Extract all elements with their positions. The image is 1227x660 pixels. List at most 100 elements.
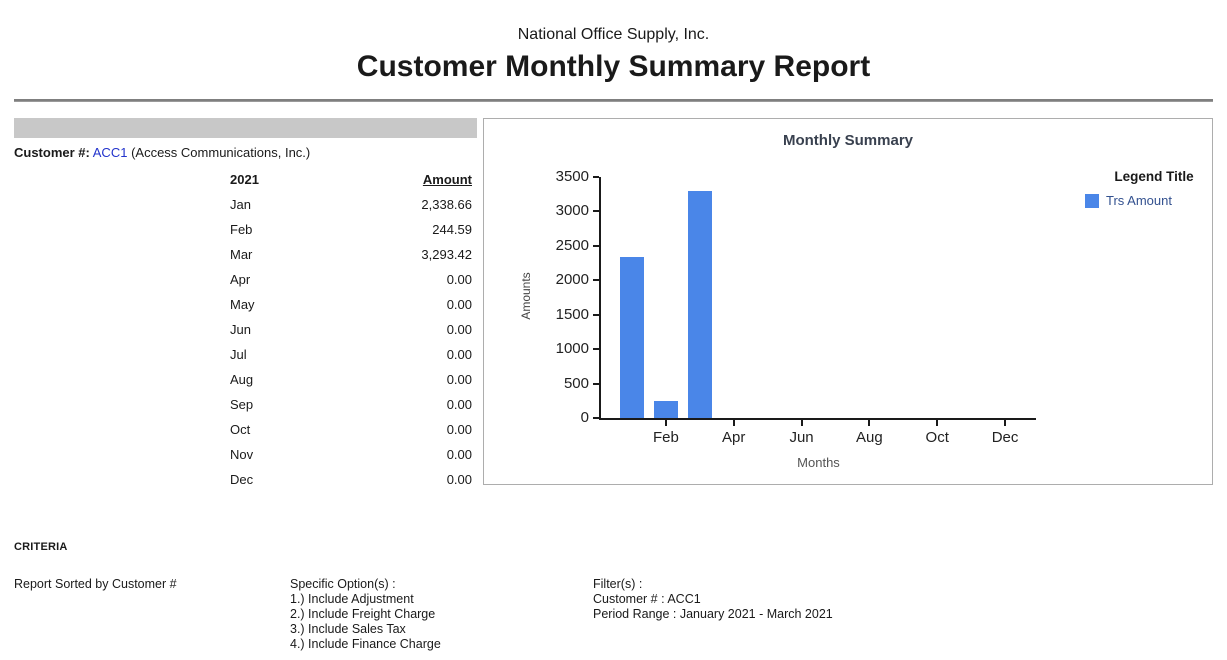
y-axis-title: Amounts bbox=[519, 272, 533, 320]
y-axis-tick bbox=[593, 313, 599, 316]
month-label: Apr bbox=[230, 272, 251, 287]
y-axis-tick bbox=[593, 279, 599, 282]
month-label: Mar bbox=[230, 247, 253, 262]
y-axis-tick-label: 3500 bbox=[555, 168, 589, 185]
amount-table: 2021 Amount Jan 2,338.66 Feb 244.59 Mar 3,293… bbox=[230, 167, 472, 492]
y-axis-tick bbox=[593, 417, 599, 419]
table-row: Sep 0.00 bbox=[230, 392, 472, 417]
table-row: Apr 0.00 bbox=[230, 267, 472, 292]
table-row: May 0.00 bbox=[230, 292, 472, 317]
bar-jan bbox=[619, 257, 644, 418]
month-label: May bbox=[230, 297, 255, 312]
amount-value: 0.00 bbox=[446, 272, 472, 287]
x-axis-tick-label: Oct bbox=[925, 429, 949, 446]
month-label: Nov bbox=[230, 447, 254, 462]
table-row: Oct 0.00 bbox=[230, 417, 472, 442]
chart-title: Monthly Summary bbox=[782, 132, 914, 149]
specific-options-section: Specific Option(s) : 1.) Include Adjustm… bbox=[290, 577, 441, 652]
amount-table-body: Jan 2,338.66 Feb 244.59 Mar 3,293.42 Apr 0.00 Ma… bbox=[230, 192, 472, 492]
month-label: Jun bbox=[230, 322, 251, 337]
chart-panel: Monthly Summary Amounts 0 500 1000 1500 2000… bbox=[483, 118, 1213, 485]
filter-item: Customer # : ACC1 bbox=[593, 592, 701, 606]
x-axis-tick bbox=[1004, 420, 1007, 426]
legend-swatch-icon bbox=[1085, 193, 1099, 208]
table-row: Jan 2,338.66 bbox=[230, 192, 472, 217]
legend-label: Trs Amount bbox=[1106, 193, 1172, 208]
table-row: Dec 0.00 bbox=[230, 467, 472, 492]
x-axis-tick bbox=[664, 420, 667, 426]
x-axis-tick bbox=[868, 420, 871, 426]
table-row: Aug 0.00 bbox=[230, 367, 472, 392]
x-axis-tick bbox=[936, 420, 939, 426]
amount-table-header: 2021 Amount bbox=[230, 167, 472, 192]
specific-options-list: 1.) Include Adjustment 2.) Include Freigh… bbox=[290, 592, 441, 652]
month-label: Oct bbox=[230, 422, 251, 437]
x-axis-tick-label: Feb bbox=[652, 429, 679, 446]
chart-legend: Legend Title Trs Amount bbox=[1069, 169, 1227, 208]
company-name: National Office Supply, Inc. bbox=[517, 26, 710, 43]
x-axis-tick-label: Apr bbox=[722, 429, 746, 446]
customer-number-label: Customer #: bbox=[14, 145, 90, 160]
month-label: Aug bbox=[230, 372, 254, 387]
y-axis-tick-label: 2000 bbox=[555, 271, 589, 289]
y-axis-line bbox=[599, 177, 601, 420]
x-axis-title: Months bbox=[797, 455, 840, 470]
table-row: Mar 3,293.42 bbox=[230, 242, 472, 267]
y-axis-tick-label: 2500 bbox=[555, 236, 589, 254]
y-axis-tick bbox=[593, 382, 599, 385]
table-row: Jun 0.00 bbox=[230, 317, 472, 342]
specific-option-item: 4.) Include Finance Charge bbox=[290, 637, 441, 651]
month-label: Feb bbox=[230, 222, 253, 237]
x-axis-tick bbox=[800, 420, 803, 426]
y-axis-tick-label: 500 bbox=[563, 374, 589, 392]
specific-option-item: 1.) Include Adjustment bbox=[290, 592, 414, 606]
y-axis-tick-label: 1000 bbox=[555, 340, 589, 358]
specific-option-item: 2.) Include Freight Charge bbox=[290, 607, 436, 621]
filters-section: Filter(s) : Customer # : ACC1 Period Rang… bbox=[593, 577, 833, 622]
criteria-heading: CRITERIA bbox=[14, 541, 68, 553]
section-header-bar bbox=[14, 118, 477, 138]
amount-value: 2,338.66 bbox=[421, 197, 472, 212]
y-axis-tick bbox=[593, 176, 599, 178]
x-axis-tick-label: Aug bbox=[856, 429, 883, 446]
month-label: Dec bbox=[230, 472, 254, 487]
amount-value: 0.00 bbox=[446, 397, 472, 412]
y-axis-tick bbox=[593, 348, 599, 351]
amount-value: 0.00 bbox=[446, 472, 472, 487]
bar-mar bbox=[687, 191, 712, 418]
table-row: Jul 0.00 bbox=[230, 342, 472, 367]
y-axis-tick bbox=[593, 210, 599, 213]
amount-value: 0.00 bbox=[446, 447, 472, 462]
filters-label: Filter(s) : bbox=[593, 577, 643, 591]
x-axis-line bbox=[599, 418, 1036, 420]
legend-title: Legend Title bbox=[1114, 169, 1194, 184]
y-axis-tick-label: 0 bbox=[580, 409, 589, 426]
y-axis-tick bbox=[593, 244, 599, 247]
specific-option-item: 3.) Include Sales Tax bbox=[290, 622, 406, 636]
amount-column-header: Amount bbox=[422, 172, 472, 187]
customer-line: Customer #: ACC1 (Access Communications,… bbox=[14, 145, 310, 160]
filters-list: Customer # : ACC1 Period Range : January … bbox=[593, 592, 833, 622]
x-axis-tick-label: Jun bbox=[789, 429, 814, 446]
bar-feb bbox=[653, 401, 678, 418]
table-row: Feb 244.59 bbox=[230, 217, 472, 242]
header-divider bbox=[14, 99, 1213, 102]
report-sorted-by: Report Sorted by Customer # bbox=[14, 577, 177, 591]
x-axis-tick bbox=[732, 420, 735, 426]
specific-options-label: Specific Option(s) : bbox=[290, 577, 396, 591]
amount-value: 0.00 bbox=[446, 372, 472, 387]
customer-id-link[interactable]: ACC1 bbox=[92, 145, 128, 160]
month-label: Sep bbox=[230, 397, 254, 412]
month-label: Jul bbox=[230, 347, 247, 362]
amount-value: 0.00 bbox=[446, 297, 472, 312]
legend-entry: Trs Amount bbox=[1069, 193, 1227, 208]
page-title: Customer Monthly Summary Report bbox=[356, 50, 871, 83]
table-row: Nov 0.00 bbox=[230, 442, 472, 467]
amount-value: 0.00 bbox=[446, 322, 472, 337]
filter-item: Period Range : January 2021 - March 2021 bbox=[593, 607, 833, 621]
y-axis-tick-label: 3000 bbox=[555, 202, 589, 220]
plot-area: 0 500 1000 1500 2000 2500 3000 3500 Feb Apr Jun Aug… bbox=[556, 169, 1036, 446]
y-axis-tick-label: 1500 bbox=[555, 305, 589, 323]
x-axis-tick-label: Dec bbox=[991, 429, 1019, 446]
